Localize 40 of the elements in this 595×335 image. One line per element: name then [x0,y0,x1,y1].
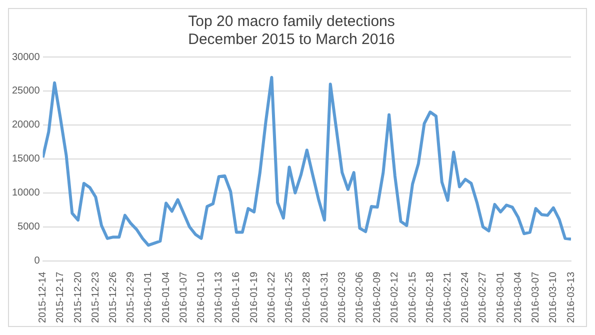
x-tick-label: 2016-01-07 [178,271,190,324]
text: December 2015 to March 2016 [188,31,395,48]
y-tick-label: 20000 [12,120,40,131]
y-tick-label: 5000 [18,222,40,233]
x-tick-label: 2016-01-01 [143,271,154,324]
x-tick-label: 2016-01-13 [214,271,225,324]
x-tick-label: 2016-02-06 [354,271,366,324]
x-tick-label: 2016-01-31 [319,271,330,324]
x-tick-label: 2016-03-01 [495,271,506,324]
x-tick-label: 2016-02-21 [442,271,454,324]
x-tick-label: 2016-01-04 [160,271,172,324]
x-tick-label: 2016-02-09 [372,271,384,324]
x-tick-label: 2015-12-26 [108,271,119,324]
x-tick-label: 2016-01-16 [231,271,242,324]
x-tick-label: 2016-01-25 [284,271,296,324]
y-tick-label: 15000 [12,154,40,165]
x-tick-label: 2016-01-10 [196,271,208,324]
x-tick-label: 2015-12-20 [72,271,84,324]
y-tick-label: 30000 [12,52,40,63]
x-tick-label: 2016-01-22 [266,271,278,324]
x-tick-label: 2015-12-17 [55,271,66,324]
x-tick-label: 2016-02-15 [407,271,418,324]
y-tick-label: 10000 [12,188,40,199]
y-tick-label: 25000 [12,86,40,97]
text: Top 20 macro family detections [188,13,395,30]
x-tick-label: 2016-02-03 [336,271,348,324]
x-tick-label: 2015-12-29 [126,271,137,324]
x-tick-label: 2016-03-13 [566,271,577,324]
x-tick-label: 2015-12-23 [90,271,102,324]
x-tick-label: 2016-01-19 [248,271,260,324]
x-tick-label: 2015-12-14 [38,271,49,324]
x-tick-label: 2016-03-07 [530,271,542,324]
x-tick-label: 2016-02-24 [460,271,472,324]
x-tick-label: 2016-02-18 [424,271,436,324]
y-tick-label: 0 [34,256,40,267]
x-tick-label: 2016-01-28 [302,271,313,324]
x-tick-label: 2016-02-27 [478,271,489,324]
x-tick-label: 2016-03-04 [512,271,524,324]
x-tick-label: 2016-03-10 [548,271,560,324]
x-tick-label: 2016-02-12 [390,271,401,324]
